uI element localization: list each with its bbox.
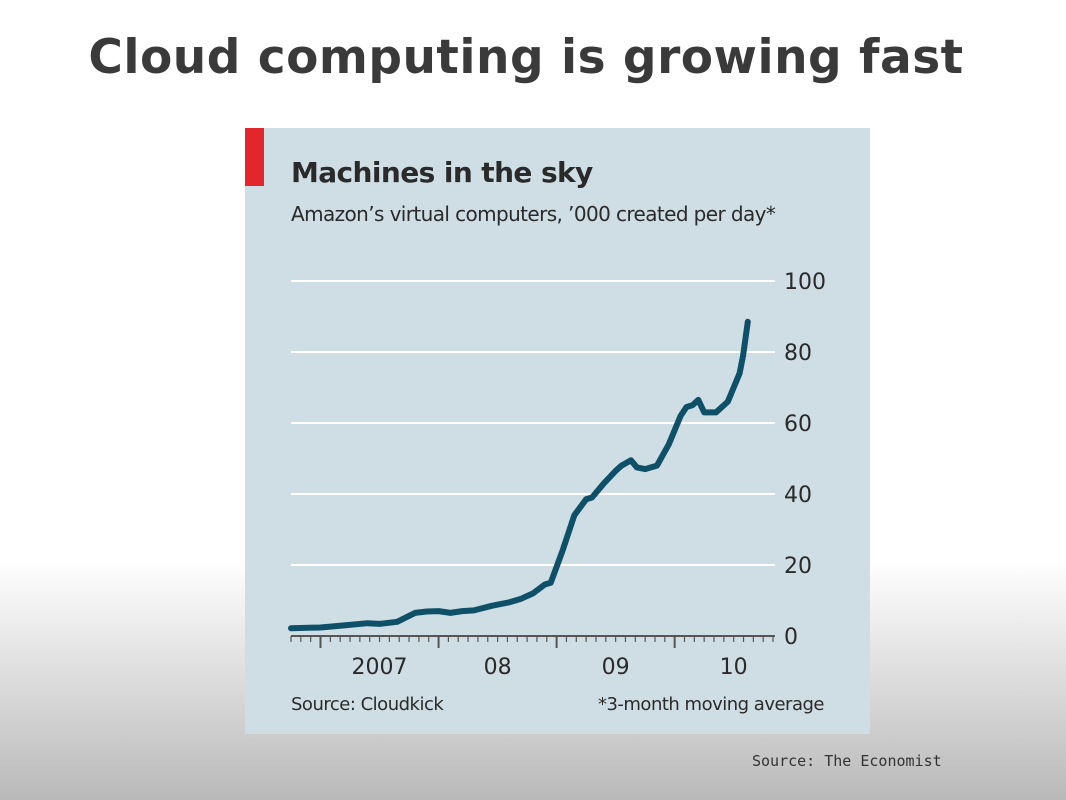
y-tick-label: 40	[784, 483, 812, 508]
series-line	[288, 318, 751, 632]
slide-title: Cloud computing is growing fast	[88, 30, 964, 85]
x-tick-label: 08	[484, 655, 512, 680]
x-tick-label: 10	[720, 655, 748, 680]
y-tick-label: 60	[784, 412, 812, 437]
line-chart: 0 20 40 60 80 100 2007 08 09 10	[288, 270, 826, 680]
slide-source: Source: The Economist	[752, 752, 942, 770]
y-tick-label: 0	[784, 625, 798, 650]
chart-source-note: Source: Cloudkick	[291, 694, 444, 715]
y-tick-label: 80	[784, 341, 812, 366]
y-tick-label: 20	[784, 554, 812, 579]
brand-tag	[245, 128, 264, 186]
y-tick-label: 100	[784, 270, 826, 295]
x-tick-label: 2007	[352, 655, 408, 680]
x-tick-label: 09	[602, 655, 630, 680]
chart-panel: Machines in the sky Amazon’s virtual com…	[245, 128, 870, 734]
chart-footnote: *3-month moving average	[597, 694, 825, 715]
chart-title: Machines in the sky	[291, 156, 593, 189]
chart-subtitle: Amazon’s virtual computers, ’000 created…	[291, 202, 776, 226]
